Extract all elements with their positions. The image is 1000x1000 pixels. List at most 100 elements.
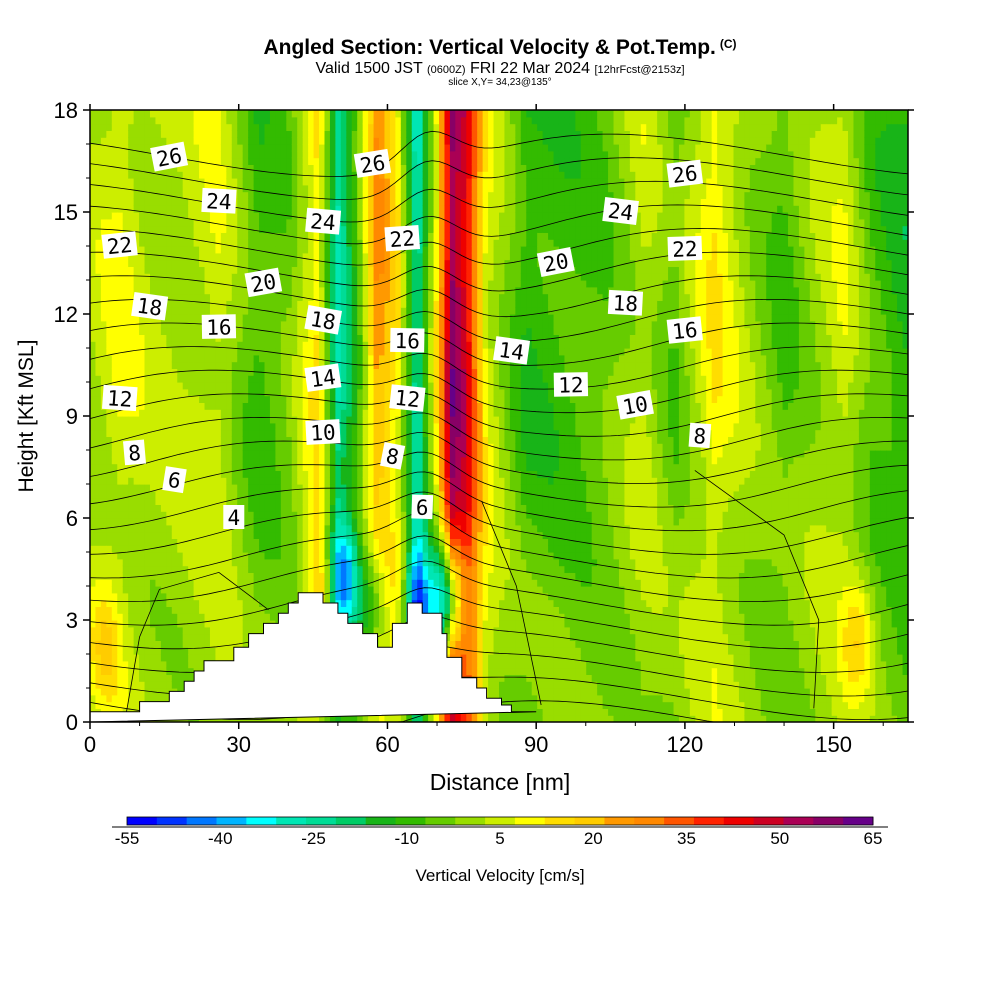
velocity-cell	[139, 667, 146, 675]
velocity-cell	[231, 388, 238, 397]
velocity-cell	[324, 592, 331, 601]
velocity-cell	[117, 198, 124, 206]
velocity-cell	[242, 123, 249, 131]
velocity-cell	[171, 613, 178, 621]
velocity-cell	[237, 116, 244, 125]
velocity-cell	[264, 314, 271, 322]
velocity-cell	[100, 599, 107, 607]
velocity-cell	[280, 293, 287, 301]
velocity-cell	[133, 184, 140, 193]
velocity-cell	[308, 504, 315, 512]
velocity-cell	[362, 592, 369, 601]
velocity-cell	[95, 613, 102, 621]
velocity-cell	[111, 334, 118, 342]
velocity-cell	[346, 225, 353, 233]
velocity-cell	[144, 246, 151, 254]
velocity-cell	[139, 354, 146, 363]
velocity-cell	[291, 395, 298, 403]
velocity-cell	[204, 110, 211, 118]
velocity-cell	[259, 293, 266, 301]
velocity-cell	[384, 470, 391, 478]
velocity-cell	[182, 116, 189, 125]
velocity-cell	[117, 123, 124, 131]
velocity-cell	[302, 436, 309, 444]
velocity-cell	[368, 620, 375, 628]
velocity-cell	[95, 579, 102, 587]
velocity-cell	[139, 681, 146, 689]
velocity-cell	[95, 246, 102, 254]
velocity-cell	[95, 443, 102, 451]
velocity-cell	[297, 402, 304, 410]
velocity-cell	[379, 314, 386, 322]
velocity-cell	[286, 429, 293, 437]
velocity-cell	[248, 382, 255, 390]
velocity-cell	[144, 681, 151, 689]
velocity-cell	[237, 246, 244, 254]
velocity-cell	[379, 259, 386, 267]
velocity-cell	[231, 280, 238, 288]
velocity-cell	[144, 191, 151, 199]
velocity-cell	[302, 524, 309, 533]
velocity-cell	[313, 456, 320, 465]
velocity-cell	[111, 511, 118, 519]
velocity-cell	[177, 368, 184, 376]
velocity-cell	[237, 157, 244, 165]
velocity-cell	[204, 484, 211, 492]
velocity-cell	[209, 382, 217, 390]
velocity-cell	[209, 252, 217, 261]
velocity-cell	[177, 558, 184, 567]
velocity-cell	[122, 586, 129, 594]
velocity-cell	[280, 531, 287, 539]
velocity-cell	[368, 273, 375, 281]
velocity-cell	[171, 409, 178, 417]
velocity-cell	[204, 361, 211, 369]
velocity-cell	[188, 307, 195, 315]
velocity-cell	[335, 191, 342, 199]
velocity-cell	[95, 497, 102, 505]
velocity-cell	[269, 307, 277, 315]
velocity-cell	[340, 320, 347, 329]
velocity-cell	[215, 579, 222, 587]
velocity-cell	[308, 395, 315, 403]
velocity-cell	[379, 640, 386, 648]
velocity-cell	[313, 259, 320, 267]
velocity-cell	[171, 184, 178, 193]
velocity-cell	[95, 164, 102, 172]
velocity-cell	[155, 463, 162, 471]
velocity-cell	[199, 626, 206, 635]
velocity-cell	[149, 592, 157, 601]
velocity-cell	[242, 558, 249, 567]
velocity-cell	[193, 388, 200, 397]
velocity-cell	[193, 463, 200, 471]
velocity-cell	[242, 144, 249, 152]
velocity-cell	[128, 422, 135, 431]
velocity-cell	[193, 497, 200, 505]
velocity-cell	[111, 341, 118, 349]
velocity-cell	[177, 436, 184, 444]
velocity-cell	[259, 178, 266, 186]
velocity-cell	[351, 470, 358, 478]
velocity-cell	[324, 504, 331, 512]
velocity-cell	[199, 382, 206, 390]
velocity-cell	[231, 620, 238, 628]
velocity-cell	[384, 477, 391, 485]
velocity-cell	[166, 422, 173, 431]
velocity-cell	[253, 497, 260, 505]
velocity-cell	[264, 402, 271, 410]
velocity-cell	[362, 341, 369, 349]
velocity-cell	[139, 688, 146, 696]
velocity-cell	[346, 558, 353, 567]
velocity-cell	[313, 443, 320, 451]
velocity-cell	[133, 218, 140, 227]
velocity-cell	[286, 484, 293, 492]
velocity-cell	[237, 463, 244, 471]
velocity-cell	[149, 259, 157, 267]
velocity-cell	[149, 504, 157, 512]
velocity-cell	[155, 599, 162, 607]
velocity-cell	[199, 191, 206, 199]
velocity-cell	[95, 681, 102, 689]
velocity-cell	[242, 470, 249, 478]
velocity-cell	[122, 504, 129, 512]
velocity-cell	[193, 395, 200, 403]
velocity-cell	[275, 470, 282, 478]
